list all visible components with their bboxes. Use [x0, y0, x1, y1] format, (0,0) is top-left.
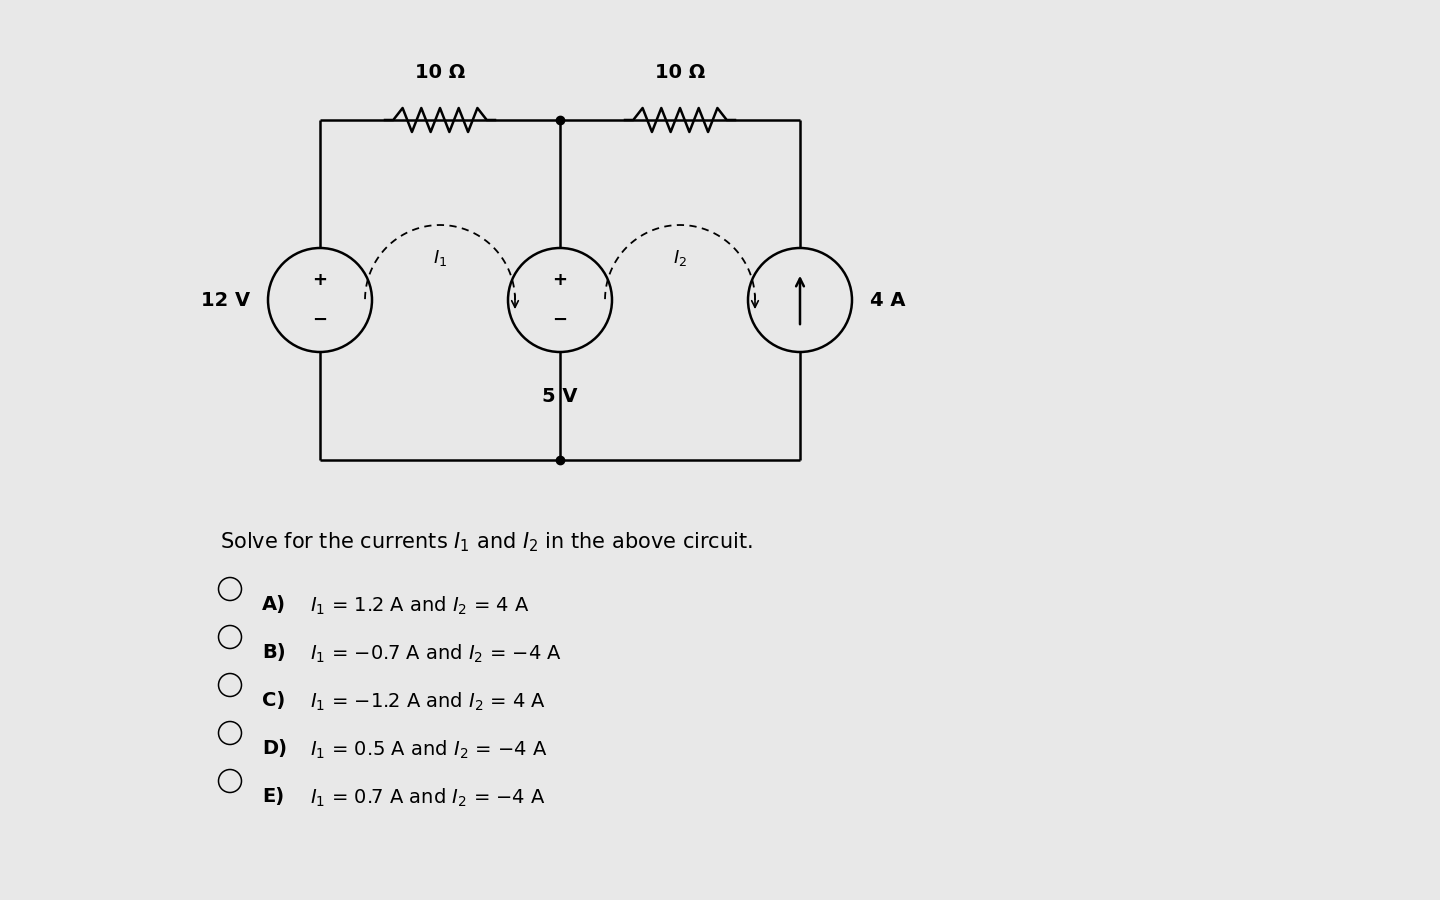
- Text: 10 Ω: 10 Ω: [415, 63, 465, 82]
- Text: +: +: [553, 271, 567, 289]
- Text: +: +: [312, 271, 327, 289]
- Text: $I_1$: $I_1$: [433, 248, 446, 268]
- Text: −: −: [553, 310, 567, 328]
- Text: $I_1$ = 1.2 A and $I_2$ = 4 A: $I_1$ = 1.2 A and $I_2$ = 4 A: [310, 595, 530, 617]
- Text: $I_1$ = −1.2 A and $I_2$ = 4 A: $I_1$ = −1.2 A and $I_2$ = 4 A: [310, 691, 546, 714]
- Text: C): C): [262, 691, 285, 710]
- Text: B): B): [262, 643, 285, 662]
- Text: D): D): [262, 739, 287, 758]
- Text: E): E): [262, 787, 284, 806]
- Text: A): A): [262, 595, 287, 614]
- Text: −: −: [312, 310, 327, 328]
- Text: Solve for the currents $I_1$ and $I_2$ in the above circuit.: Solve for the currents $I_1$ and $I_2$ i…: [220, 530, 753, 554]
- Text: 12 V: 12 V: [200, 291, 251, 310]
- Text: 4 A: 4 A: [870, 291, 906, 310]
- Text: $I_1$ = 0.5 A and $I_2$ = −4 A: $I_1$ = 0.5 A and $I_2$ = −4 A: [310, 739, 547, 761]
- Text: 10 Ω: 10 Ω: [655, 63, 706, 82]
- Text: $I_2$: $I_2$: [672, 248, 687, 268]
- Text: $I_1$ = 0.7 A and $I_2$ = −4 A: $I_1$ = 0.7 A and $I_2$ = −4 A: [310, 787, 546, 809]
- Text: $I_1$ = −0.7 A and $I_2$ = −4 A: $I_1$ = −0.7 A and $I_2$ = −4 A: [310, 643, 562, 665]
- Text: 5 V: 5 V: [543, 387, 577, 406]
